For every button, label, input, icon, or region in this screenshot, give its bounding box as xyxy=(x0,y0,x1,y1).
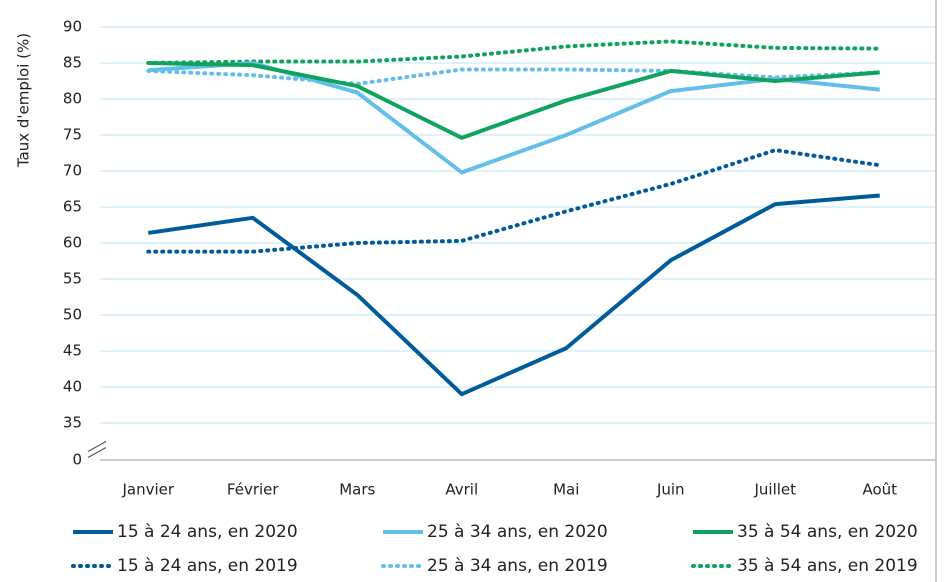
legend-label: 25 à 34 ans, en 2019 xyxy=(427,556,608,576)
y-tick-label: 65 xyxy=(63,198,82,216)
legend-label: 35 à 54 ans, en 2020 xyxy=(737,522,918,542)
series-line xyxy=(147,193,880,397)
x-tick-label: Janvier xyxy=(121,481,174,499)
y-tick-label: 60 xyxy=(63,234,82,252)
x-tick-label: Avril xyxy=(445,481,478,499)
y-tick-label: 0 xyxy=(72,451,82,469)
legend-label: 35 à 54 ans, en 2019 xyxy=(737,556,918,576)
y-tick-label: 45 xyxy=(63,342,82,360)
y-tick-label: 40 xyxy=(63,378,82,396)
y-tick-label: 80 xyxy=(63,90,82,108)
x-tick-label: Mars xyxy=(339,481,375,499)
x-tick-label: Juillet xyxy=(753,481,796,499)
legend-label: 15 à 24 ans, en 2020 xyxy=(117,522,298,542)
x-tick-label: Mai xyxy=(553,481,579,499)
legend-label: 25 à 34 ans, en 2020 xyxy=(427,522,608,542)
series-line xyxy=(146,67,882,86)
x-tick-label: Juin xyxy=(656,481,685,499)
y-tick-label: 35 xyxy=(63,414,82,432)
legend-label: 15 à 24 ans, en 2019 xyxy=(117,556,298,576)
series-line xyxy=(146,148,882,254)
axis-break xyxy=(87,440,107,459)
y-tick-label: 90 xyxy=(63,18,82,36)
y-tick-label: 85 xyxy=(63,54,82,72)
x-tick-label: Août xyxy=(862,481,897,499)
y-tick-label: 75 xyxy=(63,126,82,144)
series-line xyxy=(146,39,882,65)
y-tick-label: 70 xyxy=(63,162,82,180)
x-tick-label: Février xyxy=(227,481,279,499)
series-line xyxy=(148,61,880,140)
y-tick-label: 50 xyxy=(63,306,82,324)
y-tick-label: 55 xyxy=(63,270,82,288)
y-axis-label: Taux d'emploi (%) xyxy=(15,33,33,168)
